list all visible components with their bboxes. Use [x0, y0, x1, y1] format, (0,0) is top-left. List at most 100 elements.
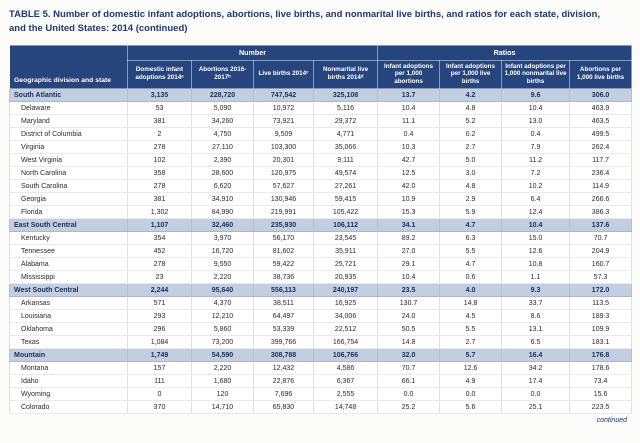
geo-name-cell: Florida — [9, 205, 128, 220]
value-cell: 14,710 — [191, 400, 254, 415]
value-cell: 6.3 — [439, 231, 503, 246]
value-cell: 15.6 — [569, 387, 633, 402]
value-cell: 183.1 — [569, 335, 633, 350]
value-cell: 358 — [127, 166, 192, 181]
value-cell: 42.7 — [377, 153, 441, 168]
value-cell: 16,925 — [312, 296, 379, 311]
value-cell: 89.2 — [377, 231, 441, 246]
geo-name-cell: Arkansas — [9, 296, 128, 311]
value-cell: 14.8 — [439, 296, 503, 311]
value-cell: 2,555 — [312, 387, 379, 402]
value-cell: 7.9 — [501, 140, 571, 155]
value-cell: 1,107 — [127, 218, 192, 233]
value-cell: 7,696 — [253, 387, 314, 402]
value-cell: 4.8 — [439, 101, 503, 116]
value-cell: 157 — [127, 361, 192, 376]
value-cell: 266.6 — [569, 192, 633, 207]
geo-name-cell: South Atlantic — [9, 88, 128, 103]
value-cell: 399,766 — [253, 335, 314, 350]
value-cell: 130,946 — [253, 192, 314, 207]
value-cell: 4.8 — [439, 179, 503, 194]
state-row: Wyoming 0 120 7,696 2,555 0.0 0.0 0.0 15.6 — [9, 387, 633, 402]
value-cell: 117.7 — [569, 153, 633, 168]
value-cell: 2,220 — [191, 270, 254, 285]
division-row: Mountain 1,749 54,590 308,788 106,766 32.0 5.7… — [9, 348, 633, 363]
value-cell: 1.1 — [501, 270, 571, 285]
value-cell: 2.9 — [439, 192, 503, 207]
value-cell: 5,090 — [191, 101, 254, 116]
value-cell: 0.0 — [501, 387, 571, 402]
value-cell: 166,754 — [312, 335, 379, 350]
geo-name-cell: Georgia — [9, 192, 128, 207]
value-cell: 2,244 — [127, 283, 192, 298]
value-cell: 6.4 — [501, 192, 571, 207]
value-cell: 0.0 — [377, 387, 441, 402]
value-cell: 4.7 — [439, 257, 503, 272]
value-cell: 2 — [127, 127, 192, 142]
value-cell: 34.1 — [377, 218, 441, 233]
value-cell: 354 — [127, 231, 192, 246]
geo-column-header: Geographic division and state — [9, 44, 128, 90]
value-cell: 9,509 — [253, 127, 314, 142]
value-cell: 27,261 — [312, 179, 379, 194]
division-row: West South Central 2,244 95,640 556,113 240,… — [9, 283, 633, 298]
value-cell: 109.9 — [569, 322, 633, 337]
value-cell: 73,200 — [191, 335, 254, 350]
value-cell: 2,390 — [191, 153, 254, 168]
value-cell: 56,170 — [253, 231, 314, 246]
value-cell: 35,066 — [312, 140, 379, 155]
value-cell: 278 — [127, 257, 192, 272]
value-cell: 81,602 — [253, 244, 314, 259]
value-cell: 10.3 — [377, 140, 441, 155]
value-cell: 114.9 — [569, 179, 633, 194]
value-cell: 50.5 — [377, 322, 441, 337]
value-cell: 15.0 — [501, 231, 571, 246]
value-cell: 57.3 — [569, 270, 633, 285]
value-cell: 160.7 — [569, 257, 633, 272]
value-cell: 25,721 — [312, 257, 379, 272]
division-row: East South Central 1,107 32,460 235,930 106,… — [9, 218, 633, 233]
value-cell: 5.2 — [439, 114, 503, 129]
geo-name-cell: Idaho — [9, 374, 128, 389]
value-cell: 49,574 — [312, 166, 379, 181]
value-cell: 4.5 — [439, 309, 503, 324]
table-body: South Atlantic 3,135 228,720 747,542 325,108… — [9, 88, 633, 415]
value-cell: 38,736 — [253, 270, 314, 285]
value-cell: 15.3 — [377, 205, 441, 220]
value-cell: 278 — [127, 140, 192, 155]
value-cell: 34.2 — [501, 361, 571, 376]
geo-name-cell: Montana — [9, 361, 128, 376]
geo-name-cell: Maryland — [9, 114, 128, 129]
value-cell: 10,972 — [253, 101, 314, 116]
state-row: Arkansas 571 4,370 38,511 16,925 130.7 14.8 33.… — [9, 296, 633, 311]
value-cell: 59,422 — [253, 257, 314, 272]
value-cell: 4.0 — [439, 283, 503, 298]
value-cell: 463.5 — [569, 114, 633, 129]
value-cell: 13.0 — [501, 114, 571, 129]
value-cell: 0.4 — [501, 127, 571, 142]
geo-name-cell: Delaware — [9, 101, 128, 116]
group-header-number: Number — [126, 44, 379, 61]
column-header-abortions: Abortions 2016-2017ᵇ — [191, 59, 254, 90]
value-cell: 296 — [127, 322, 192, 337]
value-cell: 5,860 — [191, 322, 254, 337]
value-cell: 12,432 — [253, 361, 314, 376]
value-cell: 12.5 — [377, 166, 441, 181]
value-cell: 1,302 — [127, 205, 192, 220]
value-cell: 12,210 — [191, 309, 254, 324]
value-cell: 4,586 — [312, 361, 379, 376]
value-cell: 219,991 — [253, 205, 314, 220]
value-cell: 4.9 — [439, 374, 503, 389]
value-cell: 111 — [127, 374, 192, 389]
value-cell: 34,910 — [191, 192, 254, 207]
value-cell: 236.4 — [569, 166, 633, 181]
column-header-adoptions: Domestic infant adoptions 2014ᵃ — [127, 59, 192, 90]
value-cell: 73,921 — [253, 114, 314, 129]
state-row: Maryland 381 34,260 73,921 29,372 11.1 5.2 13.0… — [9, 114, 633, 129]
data-table: Geographic division and state Number Rat… — [9, 44, 633, 415]
value-cell: 6,620 — [191, 179, 254, 194]
value-cell: 5.7 — [439, 348, 503, 363]
column-header-nonmarital-births: Nonmarital live births 2014ᵈ — [312, 59, 379, 90]
value-cell: 178.6 — [569, 361, 633, 376]
value-cell: 14.8 — [377, 335, 441, 350]
